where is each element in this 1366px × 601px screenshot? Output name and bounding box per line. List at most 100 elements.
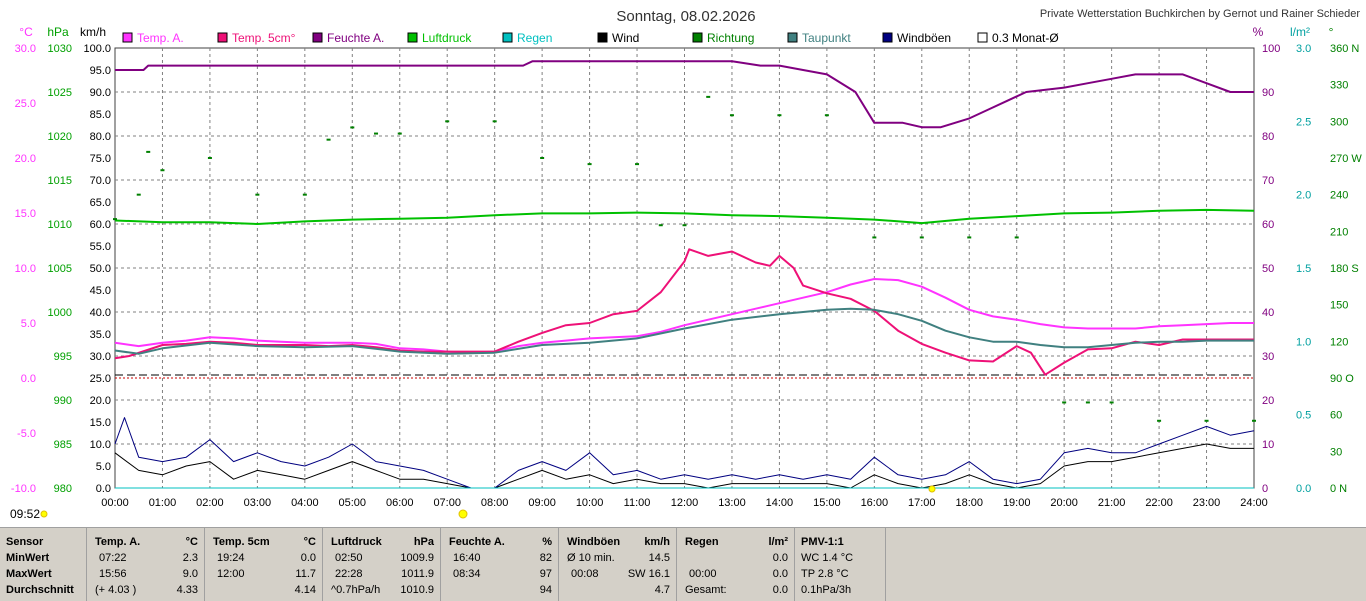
stats-temp-min-time: 07:22: [99, 552, 127, 564]
pct-tick-label: 90: [1262, 87, 1274, 99]
rain-tick-label: 1.5: [1296, 263, 1311, 275]
kmh-tick-label: 35.0: [90, 329, 111, 341]
stats-sensor-col: Sensor MinWert MaxWert Durchschnitt: [0, 528, 87, 601]
x-tick-label: 23:00: [1193, 497, 1221, 509]
direction-point: [160, 169, 165, 172]
legend-swatch: [882, 32, 893, 43]
series-line-temp-a-: [114, 278, 1254, 354]
legend-label: Richtung: [707, 31, 754, 45]
stats-hum-min-time: 16:40: [453, 552, 481, 564]
stats-temp5-max: 11.7: [295, 568, 316, 580]
stats-press-max-time: 22:28: [335, 568, 363, 580]
legend-label: Wind: [612, 31, 639, 45]
dir-tick-label: 60: [1330, 410, 1342, 422]
kmh-tick-label: 25.0: [90, 373, 111, 385]
stats-gust-min-label: Ø 10 min.: [567, 552, 615, 564]
stats-gust-unit: km/h: [644, 536, 670, 548]
temp-tick-label: 20.0: [15, 153, 36, 165]
pct-tick-label: 40: [1262, 307, 1274, 319]
sunset-icon: [928, 485, 936, 493]
x-tick-label: 02:00: [196, 497, 224, 509]
sun-clock-icon: [40, 510, 48, 518]
stats-gust-title: Windböen: [567, 536, 621, 548]
stats-temp5-max-time: 12:00: [217, 568, 245, 580]
x-tick-label: 12:00: [671, 497, 699, 509]
kmh-tick-label: 40.0: [90, 307, 111, 319]
kmh-tick-label: 70.0: [90, 175, 111, 187]
direction-point: [635, 163, 640, 166]
dir-tick-label: 300: [1330, 116, 1348, 128]
press-tick-label: 1015: [48, 175, 72, 187]
direction-point: [136, 193, 141, 196]
legend-swatch: [122, 32, 133, 43]
stats-temp5-col: Temp. 5cm °C 19:24 0.0 12:00 11.7 4.14: [205, 528, 323, 601]
direction-point: [682, 224, 687, 227]
direction-point: [1204, 419, 1209, 422]
press-tick-label: 980: [54, 483, 72, 495]
dir-tick-label: 120: [1330, 336, 1348, 348]
dir-tick-label: 90 O: [1330, 373, 1354, 385]
dir-tick-label: 30: [1330, 446, 1342, 458]
x-tick-label: 01:00: [149, 497, 177, 509]
stats-rain-col: Regen l/m² 0.0 00:00 0.0 Gesamt: 0.0: [677, 528, 795, 601]
x-tick-label: 24:00: [1240, 497, 1268, 509]
press-tick-label: 1005: [48, 263, 72, 275]
axis-labels: 30.025.020.015.010.05.00.0-5.0-10.010301…: [11, 43, 1362, 509]
stats-sensor-title: Sensor: [6, 536, 44, 548]
direction-point: [1109, 401, 1114, 404]
pct-tick-label: 50: [1262, 263, 1274, 275]
pct-tick-label: 100: [1262, 43, 1280, 55]
kmh-tick-label: 0.0: [96, 483, 111, 495]
direction-point: [374, 132, 379, 135]
stats-temp-min: 2.3: [182, 552, 198, 564]
direction-point: [113, 218, 117, 221]
kmh-tick-label: 55.0: [90, 241, 111, 253]
stats-gust-col: Windböen km/h Ø 10 min. 14.5 00:08 SW 16…: [559, 528, 677, 601]
stats-temp-avg-note: (+ 4.03 ): [95, 584, 137, 596]
series-line-feuchte-a-: [115, 60, 1254, 129]
pct-tick-label: 30: [1262, 351, 1274, 363]
stats-rain-max-time: 00:00: [689, 568, 717, 580]
dir-tick-label: 150: [1330, 300, 1348, 312]
direction-point: [658, 224, 663, 227]
direction-point: [207, 157, 212, 159]
kmh-tick-label: 20.0: [90, 395, 111, 407]
direction-point: [1085, 401, 1090, 404]
x-tick-label: 13:00: [718, 497, 746, 509]
rain-tick-label: 2.5: [1296, 116, 1311, 128]
x-tick-label: 14:00: [766, 497, 794, 509]
temp-tick-label: 5.0: [21, 318, 36, 330]
stats-temp5-min: 0.0: [300, 552, 316, 564]
pct-tick-label: 70: [1262, 175, 1274, 187]
stats-rain-min: 0.0: [772, 552, 788, 564]
kmh-tick-label: 5.0: [96, 461, 111, 473]
stats-row-avg: Durchschnitt: [6, 584, 74, 596]
stats-row-min: MinWert: [6, 552, 50, 564]
direction-point: [1014, 236, 1019, 239]
dir-tick-label: 210: [1330, 226, 1348, 238]
kmh-tick-label: 15.0: [90, 417, 111, 429]
dir-tick-label: 0 N: [1330, 483, 1347, 495]
chart-series: [113, 60, 1256, 489]
stats-gust-min: 14.5: [648, 552, 670, 564]
kmh-tick-label: 30.0: [90, 351, 111, 363]
legend-swatch: [597, 32, 608, 43]
kmh-tick-label: 95.0: [90, 65, 111, 77]
direction-point: [445, 120, 450, 123]
legend-swatch: [692, 32, 703, 43]
weather-chart: Sonntag, 08.02.2026 Private Wetterstatio…: [10, 8, 1362, 521]
x-tick-label: 08:00: [481, 497, 509, 509]
stats-pmv-windchill: WC 1.4 °C: [801, 552, 854, 564]
direction-point: [777, 114, 782, 117]
direction-point: [824, 114, 829, 117]
legend-label: 0.3 Monat-Ø: [992, 31, 1059, 45]
rain-tick-label: 3.0: [1296, 43, 1311, 55]
kmh-tick-label: 65.0: [90, 197, 111, 209]
x-tick-label: 20:00: [1050, 497, 1078, 509]
x-tick-label: 06:00: [386, 497, 414, 509]
stats-rain-total: 0.0: [772, 584, 788, 596]
stats-temp-max: 9.0: [182, 568, 198, 580]
press-tick-label: 995: [54, 351, 72, 363]
legend-swatch: [312, 32, 323, 43]
x-tick-label: 07:00: [433, 497, 461, 509]
